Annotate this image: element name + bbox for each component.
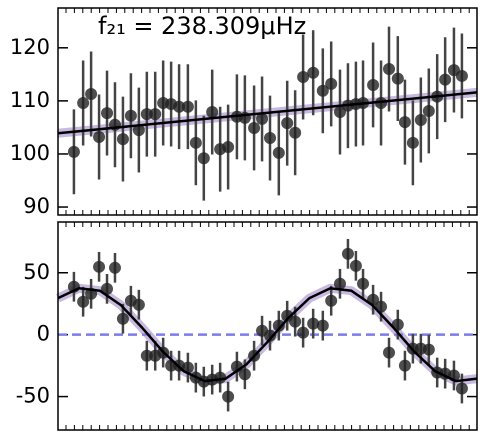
data-point <box>85 87 98 100</box>
data-point <box>116 312 129 325</box>
data-point <box>316 84 329 97</box>
y-tick-label: 0 <box>37 322 50 346</box>
data-point <box>325 294 338 307</box>
data-point <box>367 78 380 91</box>
data-point <box>77 97 90 110</box>
data-point <box>341 247 354 260</box>
plot-frame <box>57 221 478 431</box>
data-point <box>297 71 310 83</box>
data-point <box>307 317 320 330</box>
data-point <box>325 77 338 90</box>
data-point <box>67 145 80 158</box>
data-point <box>391 72 404 85</box>
data-point <box>238 368 251 381</box>
data-point <box>93 130 106 143</box>
y-tick-label: 100 <box>10 141 50 165</box>
y-tick-label: 90 <box>23 194 50 218</box>
y-tick-label: 50 <box>23 260 50 284</box>
data-point <box>256 112 269 125</box>
data-point <box>333 277 346 290</box>
data-point <box>272 146 285 159</box>
data-point <box>349 259 362 272</box>
data-point <box>455 382 468 395</box>
data-point <box>93 260 106 273</box>
data-point <box>108 261 121 274</box>
data-point <box>289 315 302 328</box>
data-point <box>222 390 235 403</box>
y-tick-label: 110 <box>10 88 50 112</box>
data-point <box>289 126 302 139</box>
data-point <box>181 100 194 113</box>
data-point <box>132 124 145 137</box>
data-point <box>307 66 320 79</box>
data-point <box>422 104 435 117</box>
data-point <box>149 108 162 121</box>
data-point <box>281 117 294 130</box>
plot-frame <box>57 7 478 216</box>
data-point <box>264 329 277 342</box>
y-tick-label: 120 <box>10 35 50 59</box>
data-point <box>140 349 153 362</box>
data-point <box>173 100 186 113</box>
data-point <box>316 319 329 332</box>
data-point <box>406 136 419 149</box>
data-point <box>116 133 129 146</box>
data-point <box>422 343 435 356</box>
data-point <box>272 319 285 332</box>
annotation: f₂₁ = 238.309μHz <box>98 12 306 40</box>
data-point <box>197 152 210 165</box>
fit-line <box>57 91 478 135</box>
data-point <box>264 132 277 145</box>
fit-line <box>57 286 478 383</box>
data-point <box>140 108 153 121</box>
data-point <box>439 73 452 86</box>
data-point <box>455 69 468 82</box>
data-point <box>398 116 411 129</box>
data-point <box>297 326 310 339</box>
y-tick-label: -50 <box>16 384 50 408</box>
data-point <box>132 298 145 311</box>
data-point <box>248 121 261 134</box>
data-point <box>77 295 90 308</box>
data-point <box>398 359 411 372</box>
data-point <box>189 136 202 149</box>
data-point <box>222 141 235 154</box>
data-point <box>414 113 427 126</box>
data-point <box>357 277 370 290</box>
data-point <box>124 109 137 122</box>
data-point <box>206 106 219 119</box>
data-point <box>383 63 396 76</box>
data-point <box>101 107 114 120</box>
data-point <box>375 97 388 110</box>
data-point <box>383 346 396 359</box>
data-point <box>101 282 114 295</box>
